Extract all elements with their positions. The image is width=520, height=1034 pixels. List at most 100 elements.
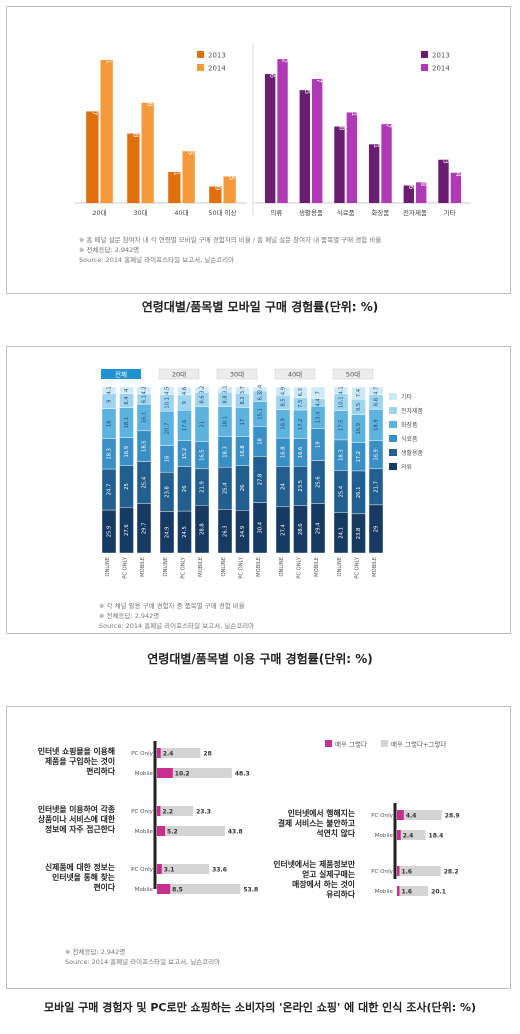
segment-label: 16.5 [200,449,206,461]
age-chart-data-label: 9.5 [228,169,236,180]
segment-label: 27.8 [258,474,264,486]
category-chart-data-label: 7.8 [419,175,427,186]
segment-label: 8.4 [124,396,130,405]
group-header-label: 전체 [115,370,127,379]
group-header-box [332,368,374,380]
segment-label: 15.2 [182,448,188,460]
stack-legend-label: 기타 [401,393,413,401]
segment-label: 28.6 [298,523,304,535]
segment-label: 17 [240,419,246,426]
segment-label: 16.9 [356,423,362,435]
strong-value: 2.2 [162,809,173,816]
figure1-caption: 연령대별/품목별 모바일 구매 경험률(단위: %) [141,300,379,314]
segment-label: 4.5 [165,387,171,395]
age-chart-bar [100,59,113,203]
age-chart-data-label: 24.8 [131,122,139,138]
group-label: PC Only [131,809,154,815]
statement-text: 신제품에 대한 정보는 [45,862,115,872]
segment-label: 4.7 [374,387,380,395]
segment-label: 4 [124,388,130,392]
segment-label: 24.1 [339,527,345,539]
segment-label: 25.9 [107,526,113,538]
segment-label: 4.1 [339,386,345,394]
statement-text: 상품이나 서비스에 대한 [38,814,116,824]
total-value: 43.8 [228,829,243,836]
statement-text: 인터넷에서는 제품정보만 [273,859,355,869]
strong-bar [397,810,404,820]
perception-legend-label: 매우 그렇다 [335,740,367,749]
group-header-label: 20대 [172,371,186,379]
figure3-panel: 매우 그렇다 매우 그렇다+그렇다 인터넷 쇼핑몰을 이용해 제품을 구입하는 것이 편… [6,706,511,989]
segment-label: 18.1 [223,416,229,428]
segment-label: 20.7 [165,423,171,435]
segment-label: 4.2 [142,386,148,394]
segment-label: 25.4 [339,485,345,497]
segment-label: 28.8 [200,523,206,535]
strong-value: 1.6 [401,889,412,896]
stacked-segment [368,386,384,396]
channel-label: MOBILE [314,557,320,577]
age-chart-tick-label: 40대 [174,209,188,217]
category-chart-bar [368,144,380,203]
category-chart-data-label: 34.1 [350,101,358,117]
total-bar [157,806,194,816]
age-chart-legend-swatch [197,64,204,71]
statement-text: 정보에 자주 접근한다 [45,824,116,834]
channel-label: ONLINE [337,557,343,577]
group-header-box [216,368,258,380]
figure1-chart: 32.7 51.1 20대 24.8 35.8 30대 11.1 18.5 40대 5.9 9.5 5… [75,43,471,217]
total-bar [397,830,426,840]
channel-label: ONLINE [105,557,111,577]
statement-text: 편이다 [93,882,115,892]
stack-legend-swatch [389,463,397,470]
group-header-box [158,368,200,380]
total-value: 18.4 [429,833,444,840]
group-label: Mobile [375,889,394,895]
segment-label: 27.6 [124,524,130,536]
segment-label: 7.4 [356,388,362,397]
statement-text: 제품을 구입하는 것이 [45,756,115,766]
segment-label: 3.7 [240,386,246,394]
age-chart-bar [141,102,154,203]
total-value: 28 [203,751,211,758]
total-value: 33.6 [212,867,227,874]
statement-text: 인터넷을 통해 찾는 [52,872,115,882]
age-chart-data-label: 32.7 [90,100,98,116]
statement-text: 유리하다 [326,889,356,899]
total-value: 23.3 [196,809,211,816]
channel-label: PC ONLY [123,556,129,579]
age-chart-tick-label: 30대 [133,209,147,217]
stacked-segment [136,386,152,395]
segment-label: 10.1 [339,396,345,408]
channel-label: MOBILE [372,557,378,577]
perception-legend-swatch [381,740,388,747]
figure1-source: Source: 2014 홈페널 라이프스타일 보고서, 닐슨코리아 [79,256,235,264]
segment-label: 23.8 [165,486,171,498]
strong-bar [157,884,171,894]
segment-label: 18 [258,438,264,445]
stack-legend-label: 생활용품 [401,449,424,457]
segment-label: 6.3 [298,388,304,396]
segment-label: 2.4 [258,384,264,393]
segment-label: 24.7 [107,484,113,496]
strong-bar [397,830,401,840]
segment-label: 26.3 [223,525,229,537]
group-label: PC Only [131,751,154,757]
age-chart-data-label: 18.5 [187,140,195,156]
stack-legend-label: 전자제품 [401,407,424,415]
stack-legend-label: 식료품 [401,435,418,443]
category-chart-data-label: 48.6 [268,62,276,78]
group-label: Mobile [135,771,154,777]
segment-label: 7.5 [298,400,304,408]
channel-label: MOBILE [140,557,146,577]
stack-legend-swatch [389,435,397,442]
statement-text: 결제 서비스는 불안하고 [278,818,355,828]
category-chart-bar [416,182,427,203]
figure3-source: Source: 2014 홈페널 라이프스타일 보고서, 닐슨코리아 [65,958,221,966]
segment-label: 4.1 [107,386,113,394]
category-chart-tick-label: 기타 [444,208,456,217]
segment-label: 17.2 [298,419,304,431]
statement-text: 편리하다 [86,766,116,776]
category-chart-tick-label: 화장품 [371,208,389,217]
